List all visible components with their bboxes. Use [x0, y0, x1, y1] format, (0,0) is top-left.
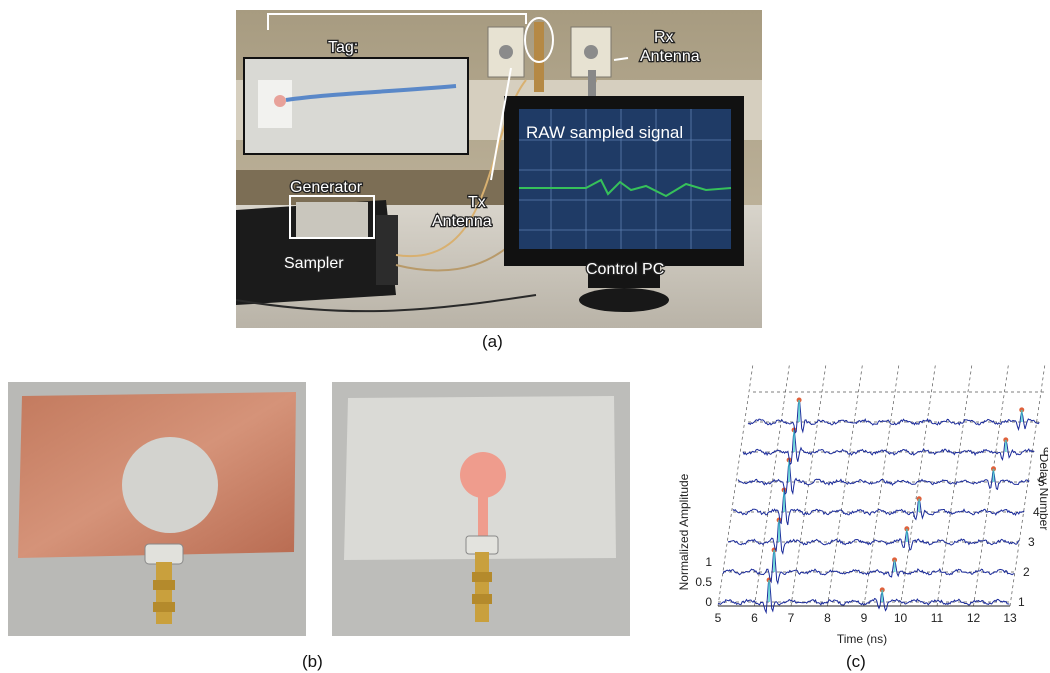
grid-vline — [1009, 363, 1046, 607]
x-tick-label: 7 — [788, 611, 795, 625]
rx-antenna-label-line2: Antenna — [640, 48, 700, 65]
grid-vline — [900, 363, 936, 607]
grid-vline — [827, 363, 863, 607]
substrate-antenna-photo — [332, 382, 630, 636]
y-axis-label: Normalized Amplitude — [677, 473, 691, 590]
raw-signal-label: RAW sampled signal — [526, 123, 683, 142]
setup-photo: Tag: Rx Antenna Generator Tx Antenna Sam… — [236, 10, 762, 328]
peak-marker — [904, 526, 910, 532]
delay-trace — [737, 463, 1030, 496]
generator-label: Generator — [290, 179, 363, 196]
delay-axis-label: Delay Number — [1037, 454, 1048, 531]
delay-trace — [717, 579, 1010, 615]
x-tick-label: 12 — [967, 611, 981, 625]
x-tick-label: 6 — [751, 611, 758, 625]
peak-marker — [1003, 437, 1009, 443]
x-axis-label: Time (ns) — [837, 632, 887, 646]
panel-a-caption: (a) — [482, 332, 503, 351]
delay-tick-label: 3 — [1028, 535, 1035, 549]
grid-vline — [754, 363, 790, 607]
delay-tick-label: 6 — [1043, 445, 1048, 459]
peak-marker — [1019, 407, 1025, 413]
delay-tick-label: 2 — [1023, 565, 1030, 579]
x-tick-label: 11 — [931, 611, 944, 625]
tx-antenna-label-line2: Antenna — [432, 213, 492, 230]
tag-label: Tag: — [328, 39, 358, 56]
peak-marker — [916, 496, 922, 502]
rx-antenna-label-line1: Rx — [654, 29, 674, 46]
control-pc-label: Control PC — [586, 261, 664, 278]
x-tick-label: 13 — [1003, 611, 1017, 625]
delay-tick-label: 5 — [1038, 475, 1045, 489]
delay-trace — [722, 549, 1015, 586]
tx-antenna-label-line1: Tx — [468, 194, 486, 211]
y-tick-label: 0 — [705, 595, 712, 609]
delay-trace — [727, 522, 1020, 555]
panel-c-caption: (c) — [846, 652, 866, 671]
y-tick-label: 1 — [705, 555, 712, 569]
y-tick-label: 0.5 — [695, 575, 712, 589]
sampler-label: Sampler — [284, 255, 344, 272]
generator-module — [296, 202, 368, 238]
peak-marker — [991, 466, 996, 472]
panel-b-caption: (b) — [302, 652, 323, 671]
delay-tick-label: 4 — [1033, 505, 1040, 519]
grid-vline — [863, 363, 900, 607]
grid-vline — [717, 363, 754, 607]
delay-trace — [742, 431, 1035, 466]
x-tick-label: 8 — [824, 611, 831, 625]
x-tick-label: 9 — [861, 611, 868, 625]
delay-trace — [732, 491, 1025, 526]
delay-trace — [747, 399, 1040, 435]
copper-antenna-photo — [8, 382, 306, 636]
x-tick-label: 10 — [894, 611, 908, 625]
x-tick-label: 5 — [715, 611, 722, 625]
delay-tick-label: 1 — [1018, 595, 1025, 609]
grid-vline — [936, 363, 973, 607]
